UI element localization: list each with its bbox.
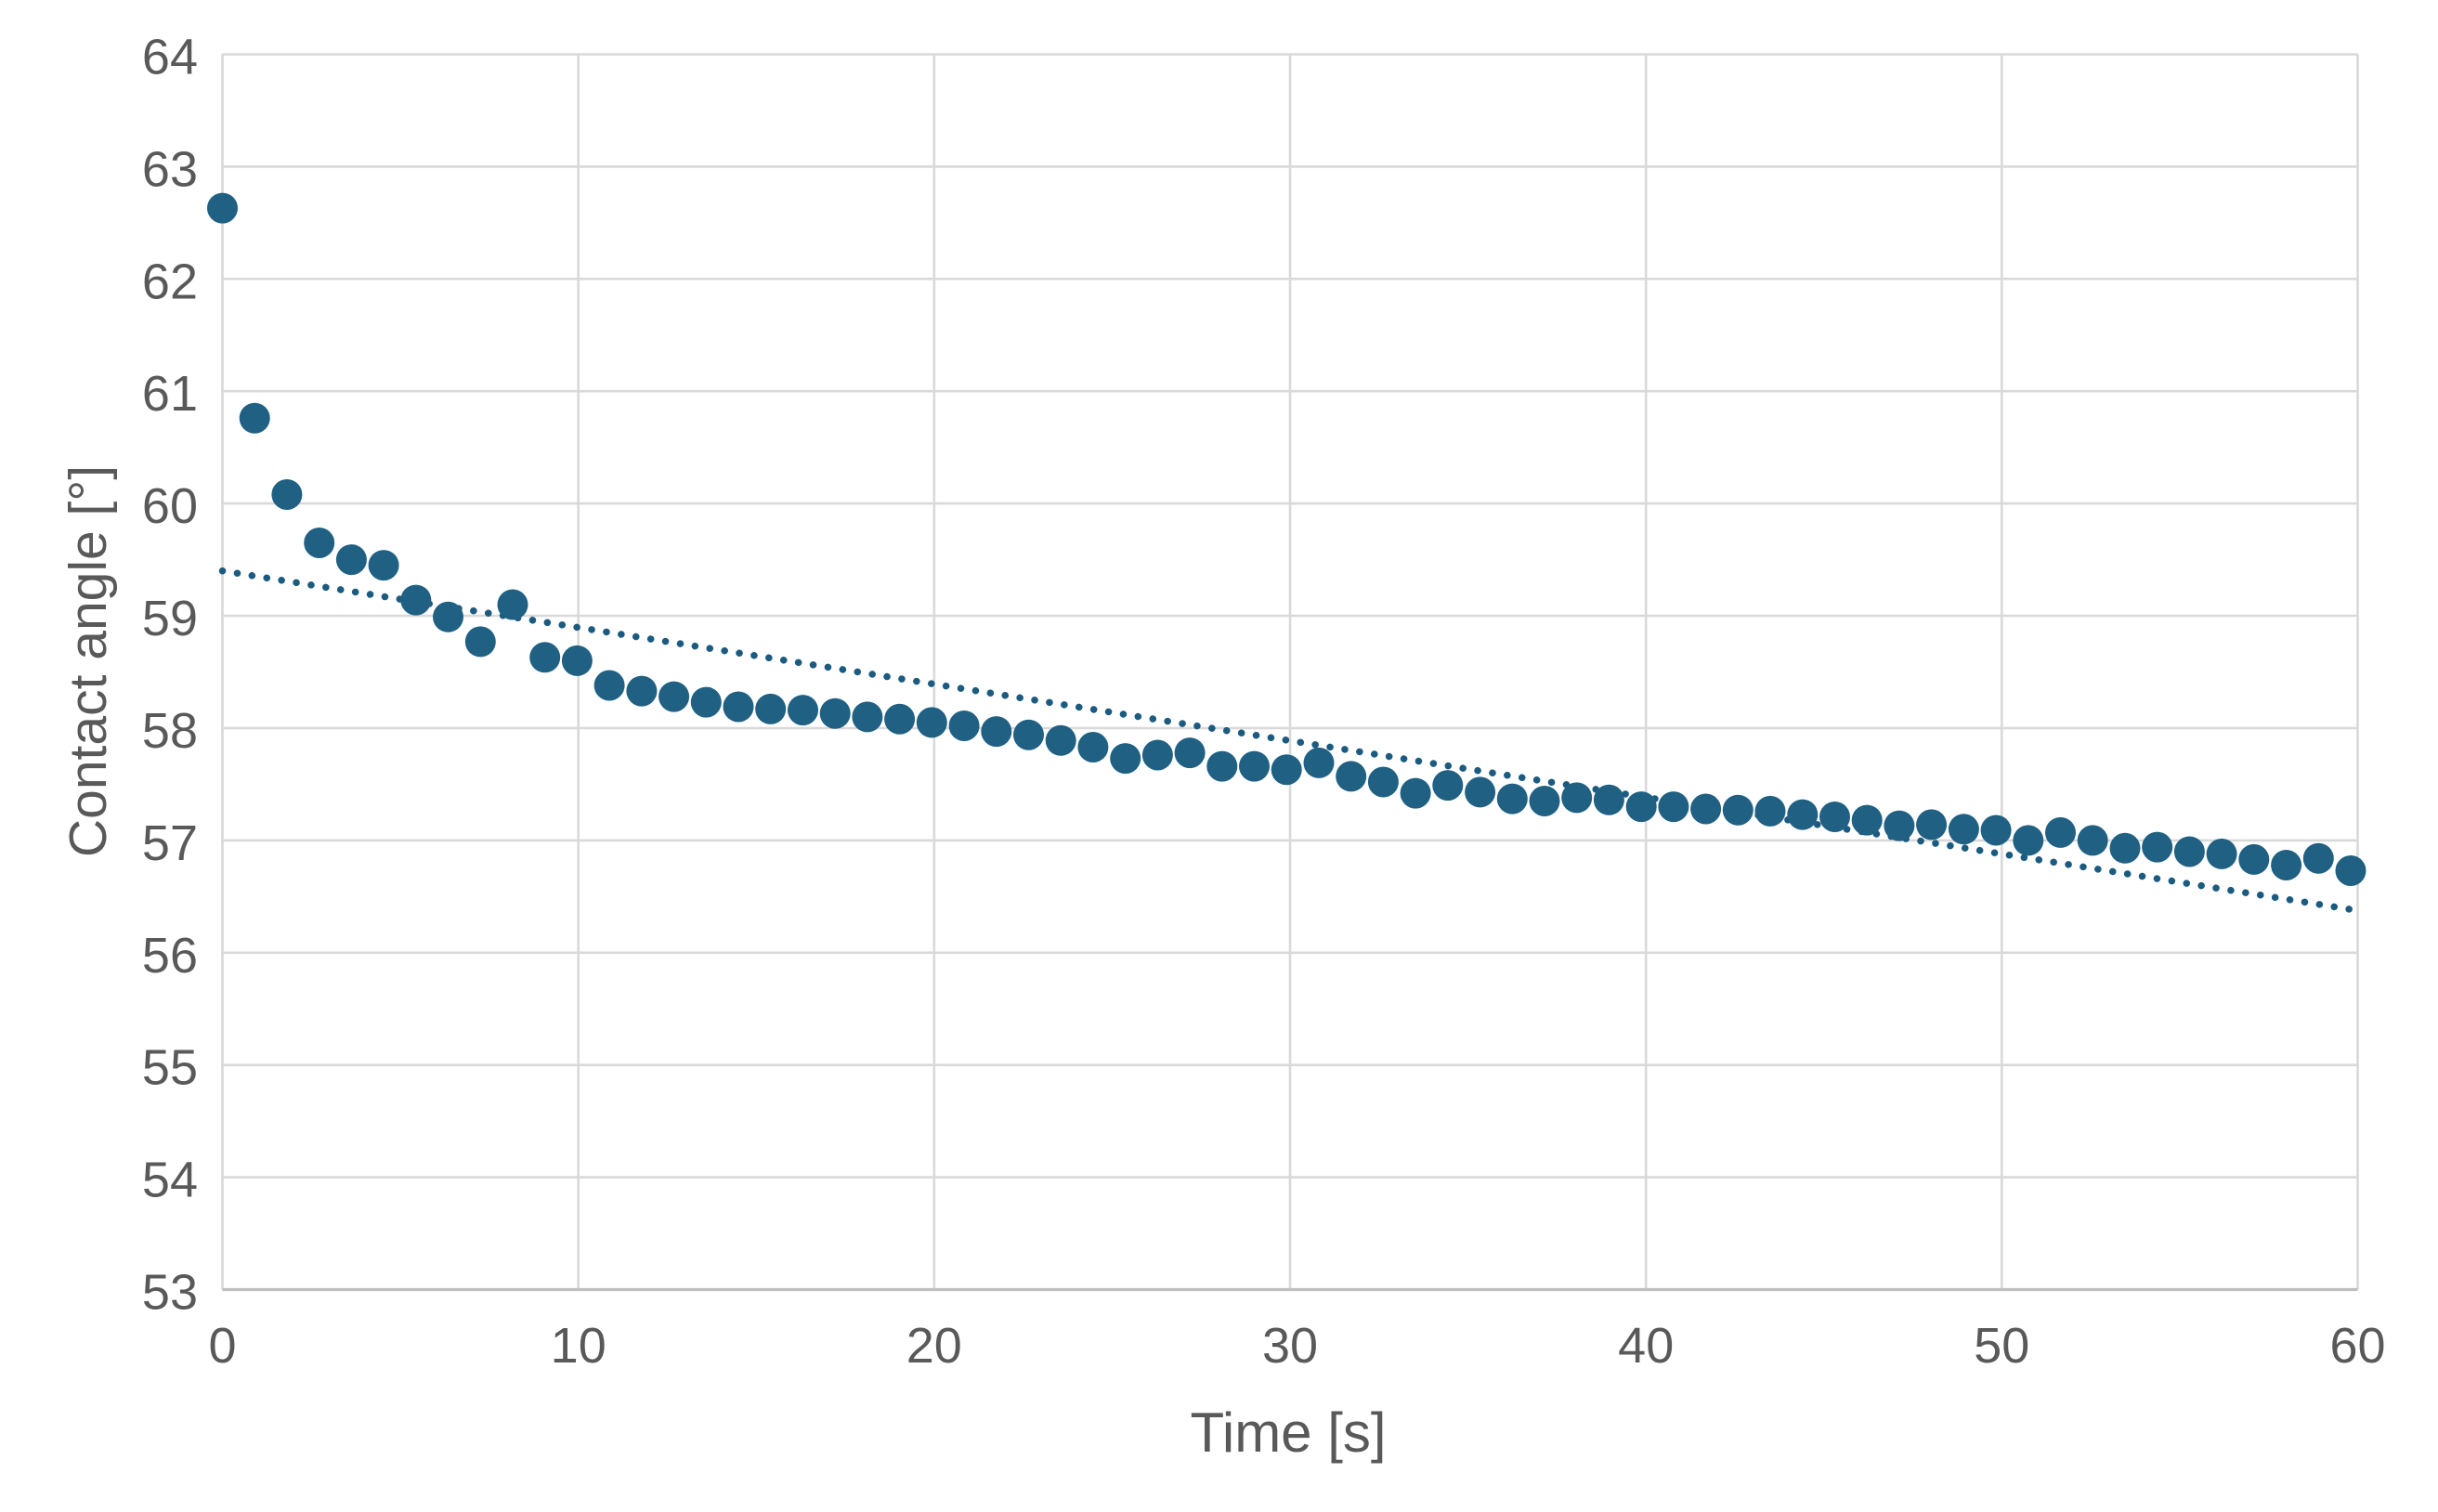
svg-text:0: 0 — [208, 1318, 236, 1374]
svg-text:58: 58 — [142, 703, 198, 759]
svg-text:54: 54 — [142, 1153, 198, 1208]
svg-text:57: 57 — [142, 815, 198, 871]
svg-text:61: 61 — [142, 366, 198, 422]
svg-text:40: 40 — [1618, 1318, 1674, 1374]
svg-text:64: 64 — [142, 30, 198, 85]
svg-text:55: 55 — [142, 1040, 198, 1096]
svg-text:Contact angle [°]: Contact angle [°] — [59, 465, 118, 857]
svg-text:59: 59 — [142, 591, 198, 646]
svg-text:Time [s]: Time [s] — [1190, 1401, 1386, 1464]
svg-text:50: 50 — [1974, 1318, 2029, 1374]
svg-text:60: 60 — [2329, 1318, 2385, 1374]
svg-text:30: 30 — [1262, 1318, 1318, 1374]
svg-text:53: 53 — [142, 1265, 198, 1321]
svg-text:62: 62 — [142, 254, 198, 309]
svg-text:63: 63 — [142, 141, 198, 197]
svg-text:20: 20 — [906, 1318, 962, 1374]
svg-text:60: 60 — [142, 478, 198, 534]
svg-text:10: 10 — [551, 1318, 606, 1374]
svg-text:56: 56 — [142, 928, 198, 984]
